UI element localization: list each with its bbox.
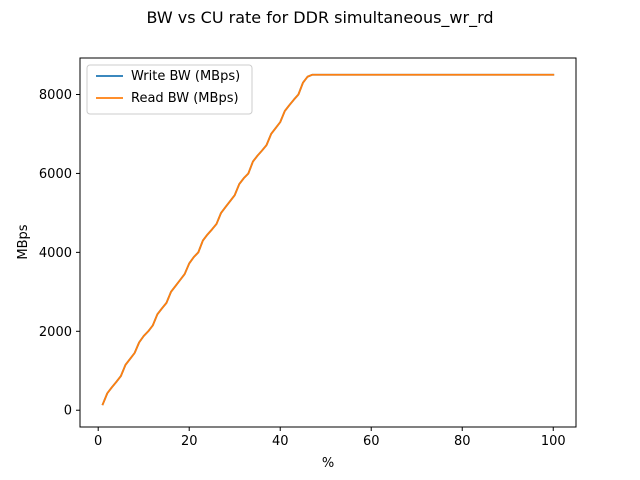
y-tick-label: 2000 [39, 325, 72, 340]
chart-title: BW vs CU rate for DDR simultaneous_wr_rd [146, 8, 493, 28]
x-tick-label: 80 [454, 434, 471, 449]
y-axis-label: MBps [16, 224, 31, 259]
x-tick-label: 40 [272, 434, 289, 449]
x-axis-label: % [322, 456, 334, 471]
y-tick-label: 8000 [39, 88, 72, 103]
legend-label-read-bw: Read BW (MBps) [131, 91, 239, 106]
y-axis-ticks: 0 2000 4000 6000 8000 [39, 88, 80, 419]
legend-label-write-bw: Write BW (MBps) [131, 69, 240, 84]
axes-frame [79, 57, 577, 428]
x-tick-label: 100 [541, 434, 566, 449]
legend: Write BW (MBps) Read BW (MBps) [86, 64, 253, 115]
series-line-read-bw-mbps [101, 73, 555, 406]
y-tick-label: 4000 [39, 246, 72, 261]
legend-box [86, 64, 253, 115]
x-tick-label: 0 [94, 434, 102, 449]
x-tick-label: 60 [363, 434, 380, 449]
y-tick-label: 0 [64, 404, 72, 419]
y-tick-label: 6000 [39, 167, 72, 182]
x-axis-ticks: 0 20 40 60 80 100 [94, 427, 566, 449]
x-tick-label: 20 [181, 434, 198, 449]
series-layer [101, 73, 555, 406]
